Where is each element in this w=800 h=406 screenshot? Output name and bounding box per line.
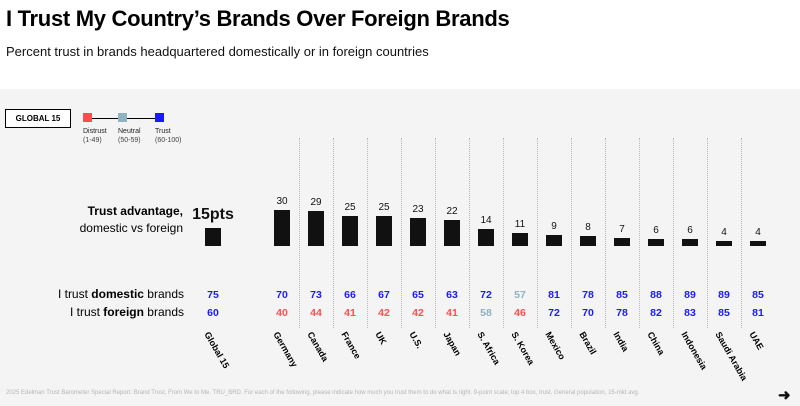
foreign-value-indonesia: 83 [684, 307, 696, 319]
bar-indonesia [682, 238, 698, 246]
next-arrow-icon[interactable]: ➜ [778, 387, 791, 404]
foreign-value-uae: 81 [752, 307, 764, 319]
bar-label-brazil: 8 [585, 222, 591, 234]
bar-canada [308, 211, 324, 246]
domestic-value-india: 85 [616, 289, 628, 301]
column-separator [435, 138, 436, 328]
domestic-value-uk: 67 [378, 289, 390, 301]
bar-label-s-africa: 14 [480, 215, 492, 227]
domestic-value-global-15: 75 [207, 289, 219, 301]
legend-neutral-swatch [118, 113, 127, 122]
bar-label-global-15: 15pts [192, 206, 234, 223]
legend-trust-label: Trust (60-100) [155, 128, 182, 144]
bar-label-japan: 22 [446, 205, 458, 217]
bar-germany [274, 210, 290, 246]
column-separator [707, 138, 708, 328]
domestic-value-mexico: 81 [548, 289, 560, 301]
bar-label-germany: 30 [276, 196, 288, 207]
column-separator [673, 138, 674, 328]
foreign-value-saudi-arabia: 85 [718, 307, 730, 319]
domestic-row-label: I trust domestic brands [57, 287, 184, 301]
domestic-value-canada: 73 [310, 289, 322, 301]
domestic-value-germany: 70 [276, 289, 288, 301]
column-separator [367, 138, 368, 328]
bar-label-mexico: 9 [551, 221, 557, 233]
foreign-value-france: 41 [344, 307, 356, 319]
bar-s-korea [512, 232, 528, 246]
bar-france [342, 216, 358, 246]
bar-label-uk: 25 [378, 202, 390, 213]
page-title: I Trust My Country’s Brands Over Foreign… [6, 6, 510, 31]
trust-advantage-label: Trust advantage, domestic vs foreign [79, 204, 183, 235]
bar-china [648, 238, 664, 246]
bar-label-u-s-: 23 [412, 204, 424, 216]
column-separator [537, 138, 538, 328]
domestic-value-japan: 63 [446, 289, 458, 301]
foreign-row-label: I trust foreign brands [69, 305, 184, 319]
domestic-value-china: 88 [650, 289, 662, 301]
column-separator [741, 138, 742, 328]
column-separator [401, 138, 402, 328]
bar-india [614, 237, 630, 246]
legend-distrust-label: Distrust (1-49) [83, 128, 107, 144]
legend-distrust-swatch [83, 113, 92, 122]
column-separator [503, 138, 504, 328]
bar-label-uae: 4 [755, 227, 761, 239]
foreign-value-germany: 40 [276, 307, 288, 319]
bar-label-indonesia: 6 [687, 224, 693, 236]
column-separator [605, 138, 606, 328]
legend-neutral-label: Neutral (50-59) [118, 128, 141, 144]
column-separator [333, 138, 334, 328]
column-separator [299, 138, 300, 328]
bar-uk [376, 216, 392, 246]
domestic-value-indonesia: 89 [684, 289, 696, 301]
domestic-value-uae: 85 [752, 289, 764, 301]
domestic-value-brazil: 78 [582, 289, 594, 301]
bar-s-africa [478, 229, 494, 246]
foreign-value-u-s-: 42 [412, 307, 424, 319]
foreign-value-s-africa: 58 [480, 307, 492, 319]
bar-label-saudi-arabia: 4 [721, 227, 727, 239]
foreign-value-canada: 44 [310, 307, 322, 319]
bar-label-france: 25 [344, 202, 356, 213]
bar-japan [444, 219, 460, 246]
legend-trust-swatch [155, 113, 164, 122]
foreign-value-global-15: 60 [207, 307, 219, 319]
page-subtitle: Percent trust in brands headquartered do… [6, 44, 429, 59]
bar-brazil [580, 236, 596, 246]
bar-global-15 [205, 228, 221, 246]
bar-label-canada: 29 [310, 197, 322, 209]
foreign-value-china: 82 [650, 307, 662, 319]
column-separator [639, 138, 640, 328]
bar-label-s-korea: 11 [514, 218, 526, 230]
column-separator [469, 138, 470, 328]
bar-uae [750, 241, 766, 246]
foreign-value-mexico: 72 [548, 307, 560, 319]
bar-label-china: 6 [653, 224, 659, 236]
foreign-value-japan: 41 [446, 307, 458, 319]
domestic-value-saudi-arabia: 89 [718, 289, 730, 301]
global-15-badge: GLOBAL 15 [5, 109, 71, 128]
domestic-value-s-africa: 72 [480, 289, 492, 301]
chart-panel [0, 89, 800, 406]
bar-mexico [546, 235, 562, 246]
foreign-value-s-korea: 46 [514, 307, 526, 319]
foreign-value-india: 78 [616, 307, 628, 319]
foreign-value-brazil: 70 [582, 307, 594, 319]
bar-saudi-arabia [716, 241, 732, 246]
column-separator [571, 138, 572, 328]
domestic-value-s-korea: 57 [514, 289, 526, 301]
source-footnote: 2025 Edelman Trust Barometer Special Rep… [6, 390, 640, 396]
foreign-value-uk: 42 [378, 307, 390, 319]
domestic-value-france: 66 [344, 289, 356, 301]
bar-u-s- [410, 218, 426, 246]
bar-label-india: 7 [619, 223, 625, 235]
domestic-value-u-s-: 65 [412, 289, 424, 301]
